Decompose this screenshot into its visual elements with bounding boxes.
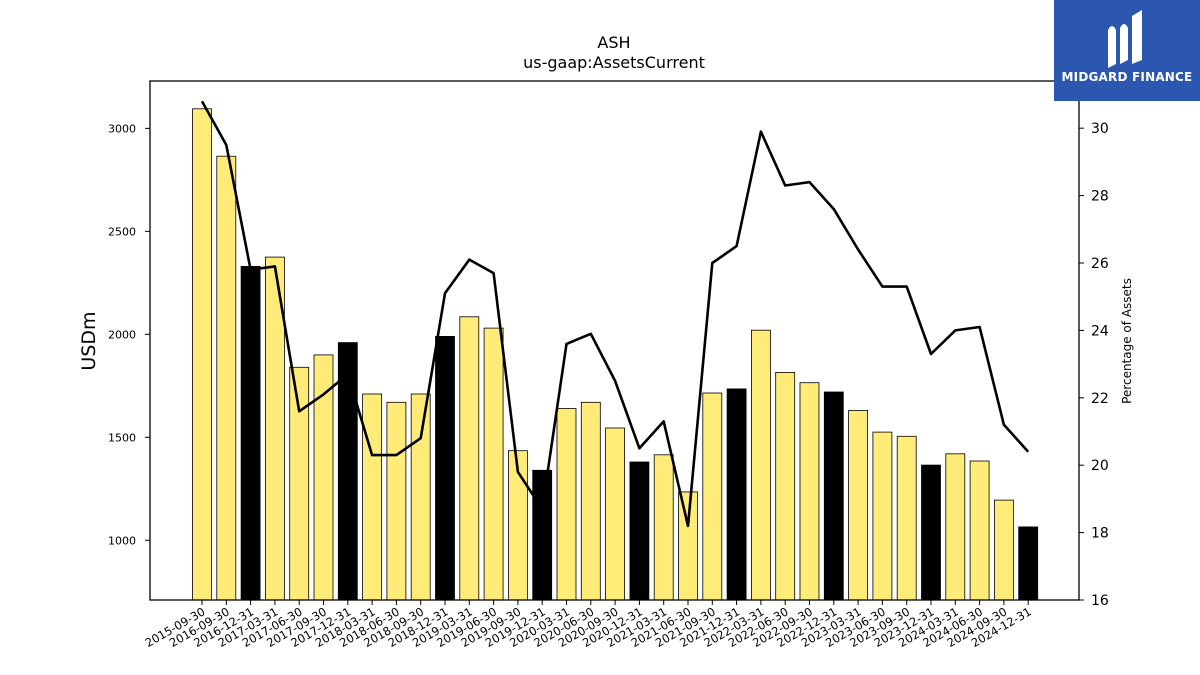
bar: [945, 453, 966, 601]
bars: [192, 108, 1039, 601]
y2-tick-label: 18: [1091, 526, 1109, 542]
bar: [702, 392, 723, 601]
bar: [240, 265, 261, 601]
bar: [410, 393, 431, 601]
bar: [386, 401, 407, 601]
bar: [872, 431, 893, 601]
left-axis: 1000 1500 2000 2500 3000: [108, 122, 150, 547]
bar: [921, 464, 941, 601]
bar: [313, 354, 334, 601]
y-axis-label: USDm: [78, 311, 100, 370]
bar: [653, 454, 674, 601]
bar: [726, 388, 747, 601]
y-tick-label: 3000: [108, 122, 136, 135]
bar: [823, 391, 844, 601]
bar: [216, 155, 237, 601]
bar: [435, 335, 455, 601]
bar: [969, 460, 990, 601]
bar: [1018, 526, 1039, 601]
bar: [580, 401, 601, 601]
plot-frame: [149, 80, 1080, 601]
y-tick-label: 2500: [108, 225, 136, 238]
y2-tick-label: 28: [1091, 189, 1109, 205]
y2-axis-label: Percentage of Assets: [1120, 278, 1134, 404]
y-tick-label: 2000: [108, 328, 136, 341]
percentage-line-layer: [200, 100, 1030, 528]
bar: [775, 371, 796, 601]
bar: [896, 435, 917, 601]
y2-tick-label: 24: [1091, 323, 1109, 339]
chart-subtitle: us-gaap:AssetsCurrent: [523, 53, 705, 72]
bar: [605, 427, 625, 601]
y2-tick-label: 26: [1091, 256, 1109, 272]
y-tick-label: 1500: [108, 431, 136, 444]
bar: [751, 329, 771, 601]
right-axis: 16 18 20 22 24 26 28 30: [1079, 121, 1109, 609]
x-axis: 2015-09-302016-09-302016-12-312017-03-31…: [143, 600, 1034, 650]
y2-tick-label: 20: [1091, 458, 1109, 474]
bar: [629, 461, 650, 601]
bar: [192, 108, 212, 601]
y2-tick-label: 22: [1091, 391, 1109, 407]
bar: [994, 499, 1014, 601]
bar: [799, 382, 820, 601]
bar: [483, 327, 504, 601]
midgard-finance-logo: MIDGARD FINANCE: [1054, 0, 1200, 101]
y2-tick-label: 16: [1091, 593, 1109, 609]
midgard-logo-icon: [1108, 10, 1142, 68]
bar: [848, 410, 868, 601]
bar: [556, 408, 577, 601]
y-tick-label: 1000: [108, 534, 136, 547]
percentage-line: [200, 100, 1030, 528]
bar: [532, 469, 553, 601]
logo-text: MIDGARD FINANCE: [1061, 70, 1193, 84]
bar: [289, 366, 310, 601]
chart-title: ASH: [597, 33, 630, 52]
y2-tick-label: 30: [1091, 121, 1109, 137]
bar: [459, 316, 480, 601]
bar: [678, 491, 698, 601]
bar: [362, 393, 383, 601]
